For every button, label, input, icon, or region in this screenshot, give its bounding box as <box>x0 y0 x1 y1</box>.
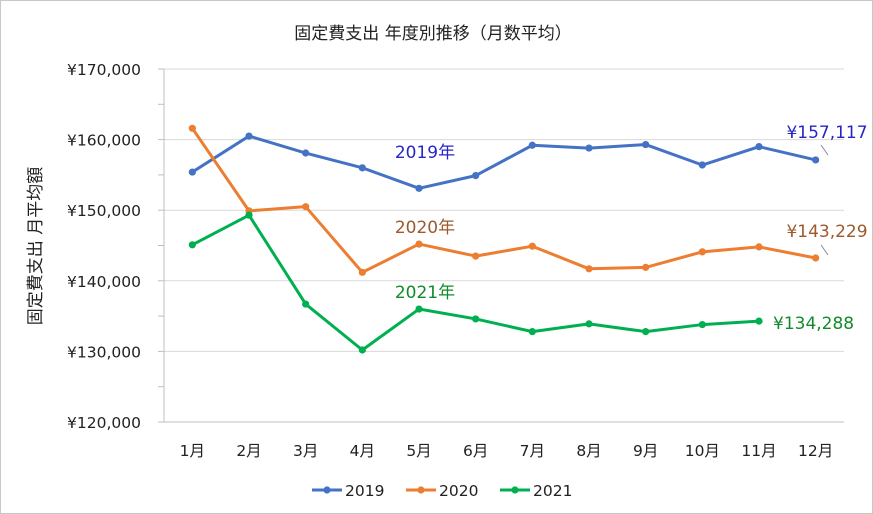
annotations: 2019年 ¥157,117 2020年 ¥143,229 2021年 ¥134,288 <box>395 123 868 334</box>
axes: ¥120,000 ¥130,000 ¥140,000 ¥150,000 ¥160,000… <box>67 61 844 460</box>
data-point-2021 <box>528 328 536 336</box>
data-point-2019 <box>528 141 536 149</box>
end-value-label-2020: ¥143,229 <box>786 222 867 242</box>
series-line-2020 <box>191 127 816 274</box>
series-lines <box>188 124 820 354</box>
chart-title: 固定費支出 年度別推移（月数平均） <box>294 24 571 44</box>
data-point-2021 <box>642 328 650 336</box>
data-point-2021 <box>755 317 763 325</box>
legend-marker-2021 <box>511 486 519 494</box>
end-value-label-2019: ¥157,117 <box>786 123 867 143</box>
data-point-2019 <box>585 144 593 152</box>
data-point-2019 <box>812 156 820 164</box>
x-tick-label: 10月 <box>685 442 720 460</box>
data-point-2021 <box>472 315 480 323</box>
end-value-label-2021: ¥134,288 <box>773 314 854 334</box>
data-point-2019 <box>358 164 366 172</box>
data-point-2020 <box>358 268 366 276</box>
legend-item-2021[interactable]: 2021 <box>500 482 572 500</box>
data-point-2019 <box>642 140 650 149</box>
leader-line-2019 <box>820 144 829 156</box>
data-point-2021 <box>245 211 253 219</box>
legend-marker-2020 <box>417 486 425 494</box>
data-point-2021 <box>302 300 310 308</box>
data-point-2019 <box>188 168 196 176</box>
x-tick-label: 11月 <box>741 442 776 460</box>
x-tick-label: 6月 <box>463 442 488 460</box>
data-point-2019 <box>245 132 253 140</box>
data-point-2020 <box>415 240 423 248</box>
x-tick-label: 4月 <box>350 442 375 460</box>
legend-label-2021: 2021 <box>533 482 572 500</box>
x-tick-label: 5月 <box>406 442 431 460</box>
data-point-2019 <box>302 149 310 157</box>
y-axis-label: 固定費支出 月平均額 <box>26 167 46 325</box>
data-point-2020 <box>755 243 763 251</box>
x-tick-label: 9月 <box>633 442 658 460</box>
x-tick-label: 3月 <box>293 442 318 460</box>
data-point-2019 <box>698 161 706 169</box>
series-line-2019 <box>191 134 817 190</box>
data-point-2020 <box>528 242 536 250</box>
data-point-2019 <box>755 143 763 151</box>
x-tick-label: 7月 <box>520 442 545 460</box>
data-point-2020 <box>302 203 310 211</box>
x-tick-label: 2月 <box>236 442 261 460</box>
y-tick-label: ¥160,000 <box>67 132 141 150</box>
y-tick-label: ¥170,000 <box>67 61 141 79</box>
data-point-2020 <box>642 263 650 271</box>
data-point-2020 <box>812 254 820 262</box>
series-label-2020: 2020年 <box>395 218 455 238</box>
x-tick-label: 1月 <box>180 442 205 460</box>
data-point-2020 <box>472 252 480 260</box>
y-tick-label: ¥140,000 <box>67 273 141 291</box>
legend-label-2020: 2020 <box>439 482 478 500</box>
data-point-2021 <box>188 241 196 249</box>
series-label-2021: 2021年 <box>395 283 455 303</box>
data-point-2020 <box>585 265 593 273</box>
x-tick-label: 8月 <box>576 442 601 460</box>
data-point-2021 <box>585 320 593 328</box>
data-point-2019 <box>472 172 480 180</box>
data-point-2021 <box>358 346 366 354</box>
legend-marker-2019 <box>323 486 331 494</box>
data-point-2020 <box>698 248 706 256</box>
x-tick-label: 12月 <box>798 442 833 460</box>
series-line-2021 <box>191 213 760 352</box>
legend-item-2020[interactable]: 2020 <box>406 482 478 500</box>
legend[interactable]: 2019 2020 2021 <box>312 482 572 500</box>
y-tick-label: ¥120,000 <box>67 414 141 432</box>
legend-label-2019: 2019 <box>345 482 384 500</box>
leader-line-2020 <box>820 244 829 256</box>
data-point-2021 <box>415 305 423 313</box>
data-point-2019 <box>415 184 423 192</box>
data-point-2021 <box>698 320 706 329</box>
series-label-2019: 2019年 <box>395 143 455 163</box>
y-tick-label: ¥150,000 <box>67 202 141 220</box>
legend-item-2019[interactable]: 2019 <box>312 482 384 500</box>
data-point-2020 <box>188 124 196 132</box>
y-tick-label: ¥130,000 <box>67 343 141 361</box>
